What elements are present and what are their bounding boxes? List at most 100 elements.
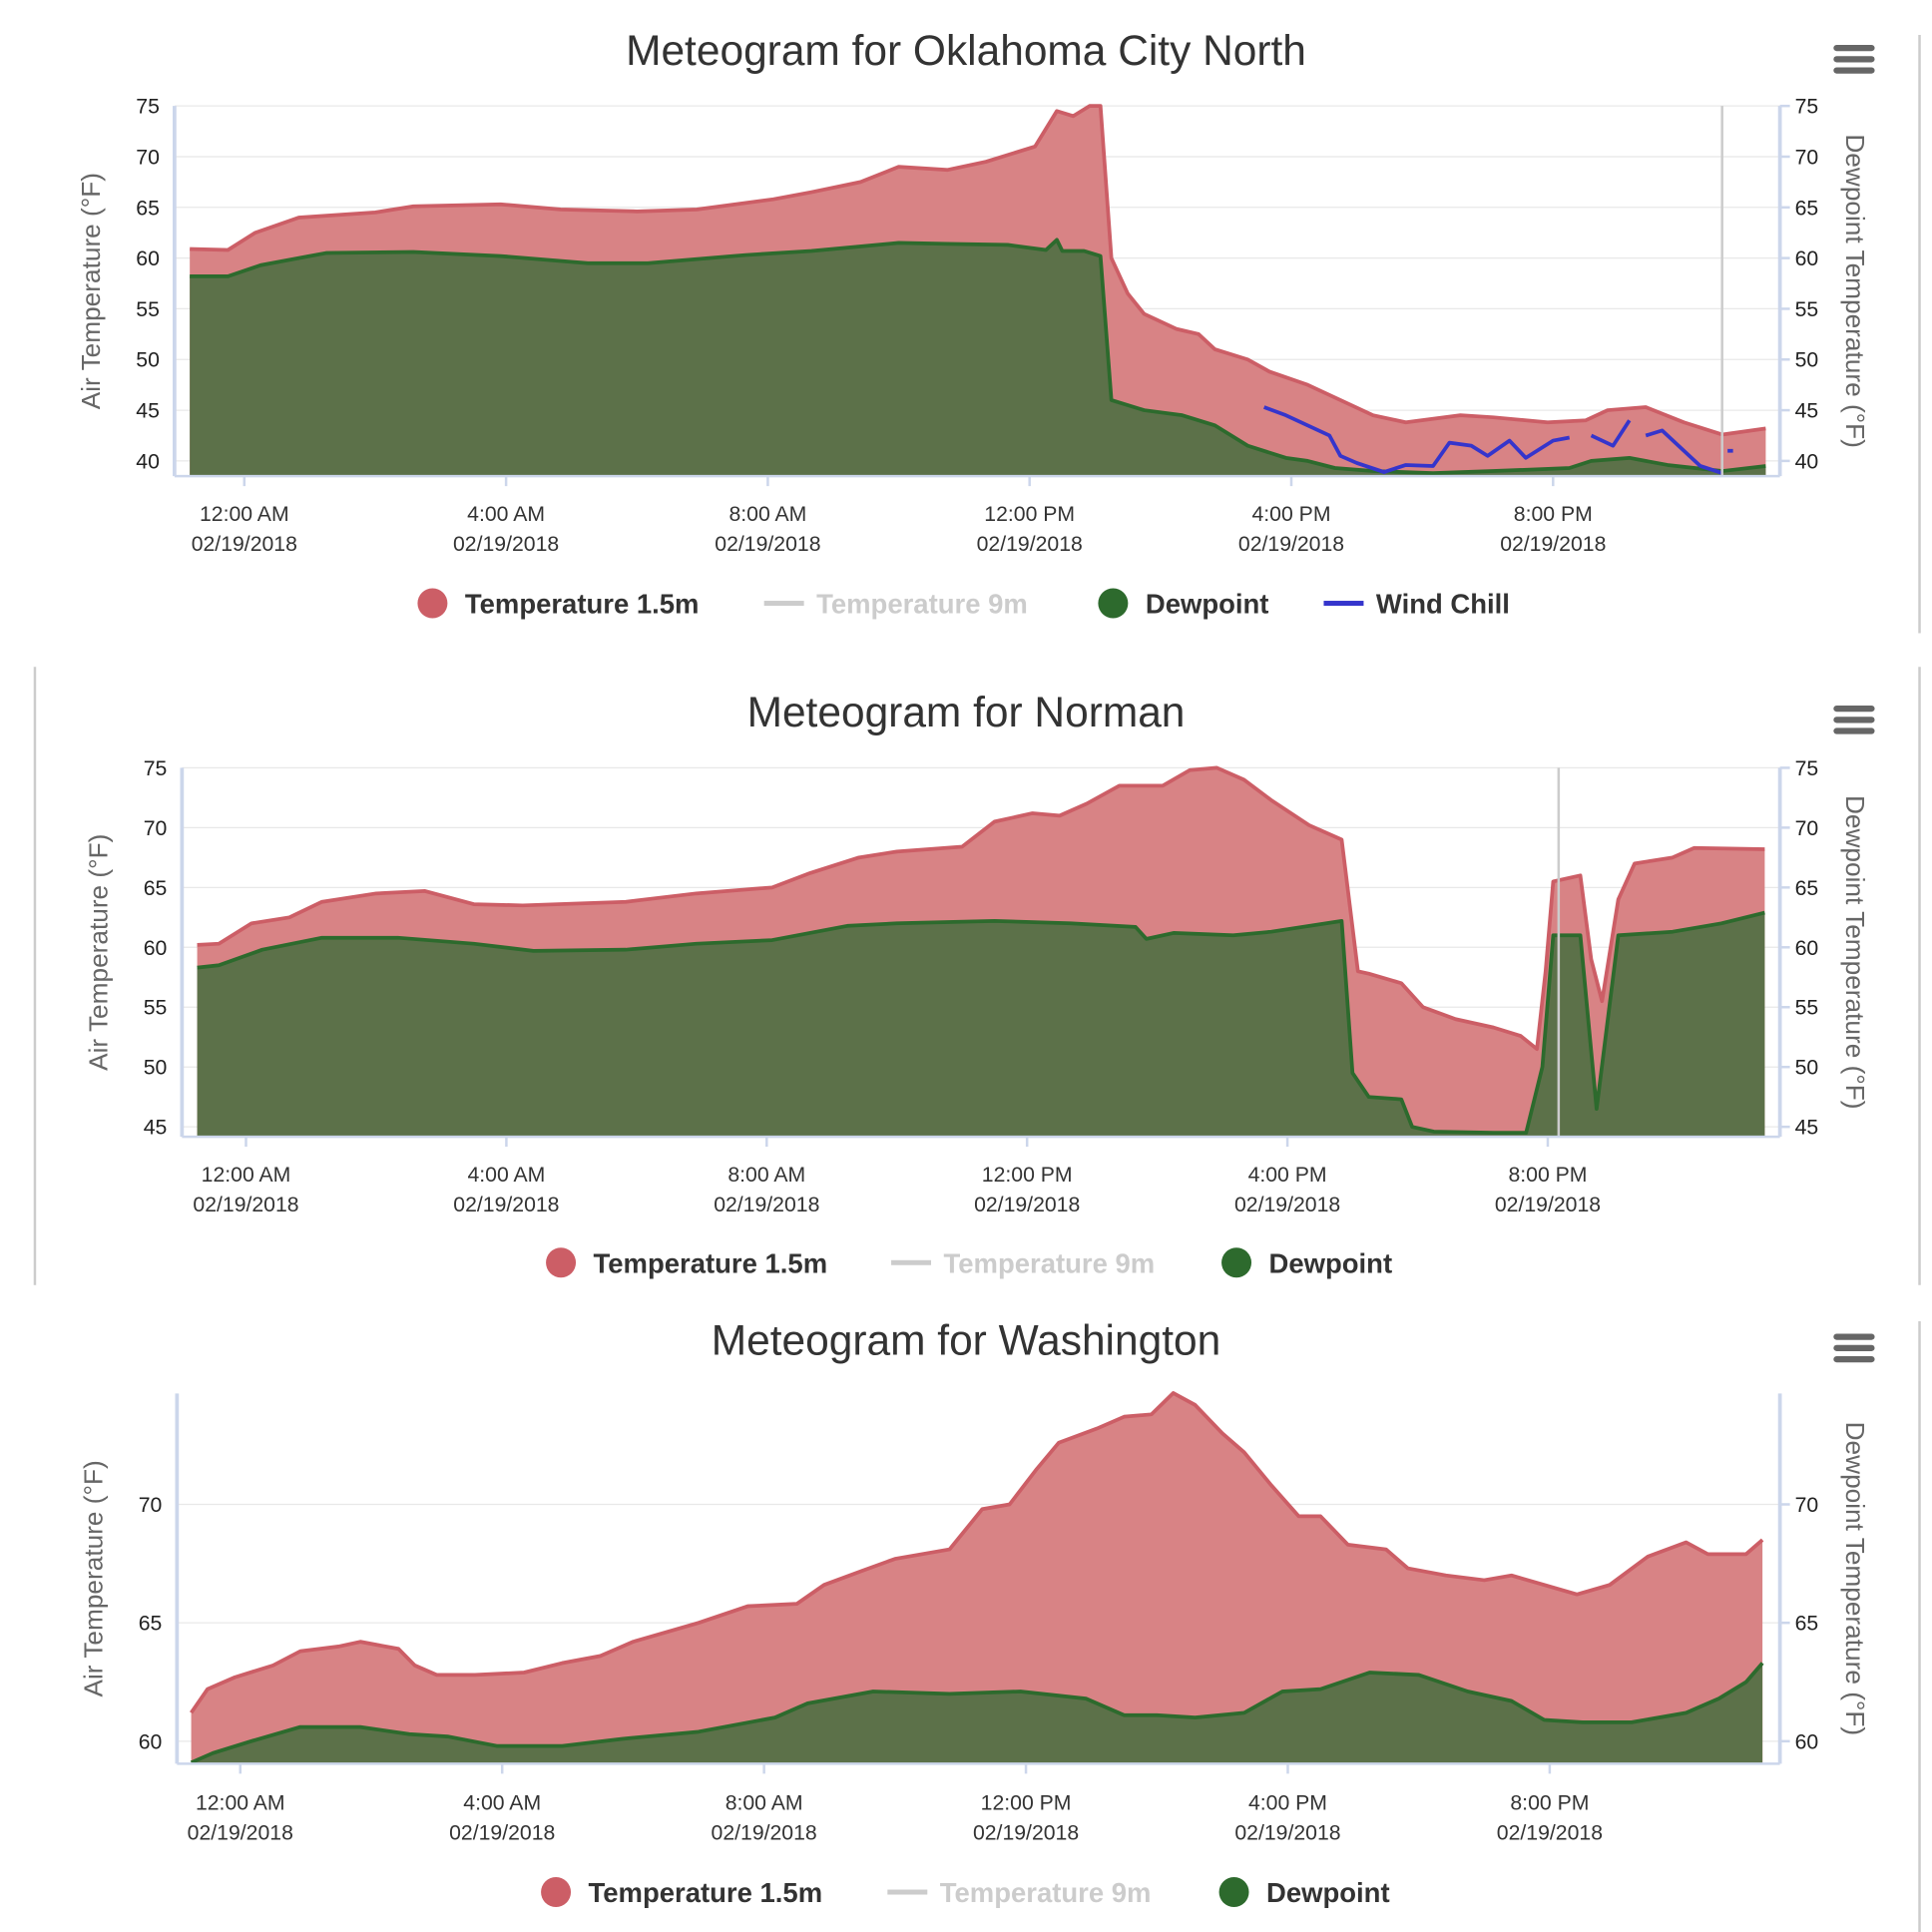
legend-circle-icon xyxy=(541,1877,572,1908)
x-tick-date: 02/19/2018 xyxy=(1497,1822,1603,1845)
chart-menu-button[interactable] xyxy=(1827,40,1879,80)
y2-tick-label: 60 xyxy=(1795,937,1819,960)
y2-tick-label: 50 xyxy=(1795,349,1819,372)
x-tick-time: 8:00 PM xyxy=(1510,1792,1589,1815)
legend-circle-icon xyxy=(1221,1247,1252,1278)
legend-circle-icon xyxy=(546,1247,577,1278)
x-tick-date: 02/19/2018 xyxy=(977,533,1083,556)
y-tick-label: 40 xyxy=(136,450,160,473)
y2-tick-label: 50 xyxy=(1795,1057,1819,1080)
legend-label: Temperature 9m xyxy=(940,1877,1152,1908)
x-tick-time: 8:00 PM xyxy=(1514,503,1593,526)
x-tick-date: 02/19/2018 xyxy=(193,1194,298,1216)
hamburger-menu-icon xyxy=(1833,44,1875,74)
legend-item-wind-chill[interactable]: Wind Chill xyxy=(1323,589,1510,620)
legend-item-dewpoint[interactable]: Dewpoint xyxy=(1098,589,1268,620)
y2-tick-label: 75 xyxy=(1795,96,1819,119)
y-tick-label: 65 xyxy=(144,877,168,900)
y2-tick-label: 65 xyxy=(1795,877,1819,900)
legend-label: Dewpoint xyxy=(1269,1247,1393,1278)
series-line-temperature-1-5m xyxy=(190,1391,1764,1714)
y-tick-label: 65 xyxy=(136,197,160,220)
y2-tick-label: 70 xyxy=(1795,146,1819,169)
chart-menu-button[interactable] xyxy=(1827,1328,1879,1368)
series-area-dewpoint xyxy=(191,1663,1763,1764)
x-tick-time: 8:00 AM xyxy=(725,1792,803,1815)
x-tick-time: 8:00 AM xyxy=(728,503,806,526)
y-tick-label: 65 xyxy=(139,1613,163,1636)
y-tick-label: 55 xyxy=(144,997,168,1020)
hamburger-menu-icon xyxy=(1833,705,1875,734)
x-tick-date: 02/19/2018 xyxy=(449,1822,555,1845)
legend-label: Dewpoint xyxy=(1266,1877,1390,1908)
chart-title: Meteogram for Oklahoma City North xyxy=(626,27,1306,74)
x-tick-time: 4:00 PM xyxy=(1248,1792,1327,1815)
y-tick-label: 45 xyxy=(136,400,160,423)
x-tick-time: 12:00 PM xyxy=(984,503,1075,526)
y-tick-label: 60 xyxy=(144,937,168,960)
x-tick-time: 12:00 PM xyxy=(981,1792,1072,1815)
y-tick-label: 55 xyxy=(136,298,160,321)
x-tick-time: 12:00 AM xyxy=(196,1792,285,1815)
chart-legend: Temperature 1.5m Temperature 9m Dewpoint xyxy=(546,1247,1392,1278)
y-axis-title: Air Temperature (°F) xyxy=(76,173,106,409)
legend-item-temperature-1-5m[interactable]: Temperature 1.5m xyxy=(417,589,699,620)
x-tick-time: 12:00 AM xyxy=(200,503,289,526)
menu-bar xyxy=(1833,1355,1875,1363)
menu-bar xyxy=(1833,56,1875,63)
x-tick-time: 12:00 AM xyxy=(202,1164,291,1187)
x-tick-date: 02/19/2018 xyxy=(974,1194,1080,1216)
meteogram-chart: Meteogram for Washington 60 60 65 65 70 70 12:0… xyxy=(78,1317,1879,1908)
series-area-dewpoint xyxy=(197,912,1765,1138)
x-tick-date: 02/19/2018 xyxy=(1234,1194,1340,1216)
legend-item-dewpoint[interactable]: Dewpoint xyxy=(1221,1247,1392,1278)
series-line-wind-chill xyxy=(1263,405,1733,475)
hamburger-menu-icon xyxy=(1833,1333,1875,1363)
x-tick-time: 4:00 PM xyxy=(1248,1164,1327,1187)
meteogram-chart: Meteogram for Oklahoma City North 40 40 45 4… xyxy=(76,27,1879,620)
legend-item-temperature-9m[interactable]: Temperature 9m xyxy=(891,1247,1155,1278)
x-tick-date: 02/19/2018 xyxy=(1234,1822,1340,1845)
y2-tick-label: 55 xyxy=(1795,298,1819,321)
chart-title: Meteogram for Washington xyxy=(712,1317,1220,1364)
series-area-dewpoint xyxy=(190,240,1766,477)
y2-axis-title: Dewpoint Temperature (°F) xyxy=(1840,134,1870,448)
x-tick-date: 02/19/2018 xyxy=(192,533,297,556)
series-line-temperature-1-5m xyxy=(197,765,1765,1052)
x-tick-time: 4:00 PM xyxy=(1251,503,1330,526)
menu-bar xyxy=(1833,727,1875,734)
y2-axis-title: Dewpoint Temperature (°F) xyxy=(1840,1422,1870,1736)
legend-item-temperature-1-5m[interactable]: Temperature 1.5m xyxy=(541,1877,822,1908)
chart-legend: Temperature 1.5m Temperature 9m Dewpoint xyxy=(541,1877,1390,1908)
y-axis-title: Air Temperature (°F) xyxy=(83,834,113,1071)
legend-label: Wind Chill xyxy=(1376,589,1510,620)
legend-item-temperature-9m[interactable]: Temperature 9m xyxy=(763,589,1028,620)
x-tick-date: 02/19/2018 xyxy=(715,533,820,556)
x-tick-date: 02/19/2018 xyxy=(714,1194,819,1216)
legend-line-icon xyxy=(763,601,804,607)
x-tick-date: 02/19/2018 xyxy=(1238,533,1344,556)
y-tick-label: 60 xyxy=(136,247,160,270)
y-tick-label: 70 xyxy=(139,1494,163,1517)
x-tick-date: 02/19/2018 xyxy=(712,1822,817,1845)
y2-tick-label: 65 xyxy=(1795,197,1819,220)
series-line-dewpoint xyxy=(190,238,1766,475)
legend-item-temperature-9m[interactable]: Temperature 9m xyxy=(887,1877,1151,1908)
y2-tick-label: 40 xyxy=(1795,450,1819,473)
y2-tick-label: 70 xyxy=(1795,1494,1819,1517)
legend-label: Temperature 9m xyxy=(816,589,1028,620)
legend-item-temperature-1-5m[interactable]: Temperature 1.5m xyxy=(546,1247,827,1278)
chart-menu-button[interactable] xyxy=(1827,701,1879,740)
menu-bar xyxy=(1833,1333,1875,1340)
x-tick-date: 02/19/2018 xyxy=(453,1194,559,1216)
legend-line-icon xyxy=(1323,601,1364,607)
y2-axis-title: Dewpoint Temperature (°F) xyxy=(1840,795,1870,1110)
legend-label: Temperature 1.5m xyxy=(589,1877,823,1908)
legend-item-dewpoint[interactable]: Dewpoint xyxy=(1218,1877,1390,1908)
y2-tick-label: 70 xyxy=(1795,817,1819,840)
legend-label: Temperature 1.5m xyxy=(594,1247,828,1278)
menu-bar xyxy=(1833,1344,1875,1351)
x-tick-time: 4:00 AM xyxy=(467,503,545,526)
menu-bar xyxy=(1833,44,1875,52)
